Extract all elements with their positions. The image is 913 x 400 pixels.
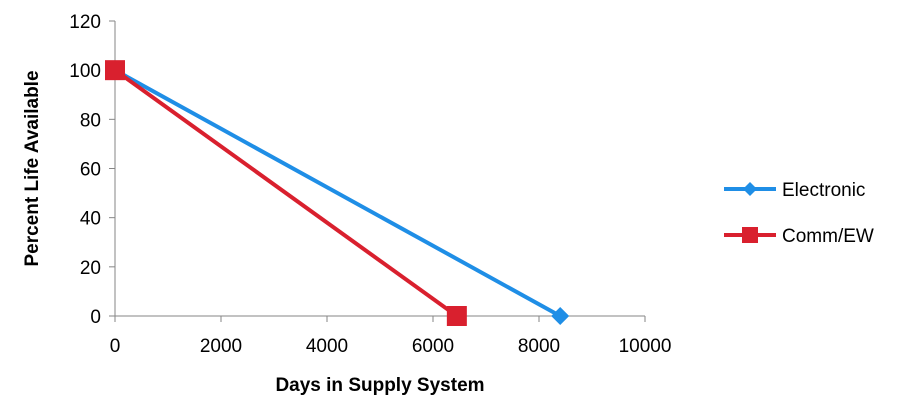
axes: [114, 21, 645, 317]
y-tick-label: 120: [69, 12, 101, 33]
legend-item: Comm/EW: [724, 226, 874, 247]
y-tick-label: 0: [90, 307, 101, 328]
data-point: [551, 307, 570, 325]
y-axis-title: Percent Life Available: [22, 70, 43, 266]
series-line: [113, 68, 459, 318]
y-tick-label: 60: [80, 160, 101, 181]
series-comm-ew: [105, 60, 467, 326]
x-tick-label: 10000: [619, 336, 672, 357]
x-tick-label: 4000: [306, 336, 348, 357]
y-tick-label: 40: [80, 209, 101, 230]
legend-marker: [742, 227, 758, 243]
x-tick-label: 6000: [412, 336, 454, 357]
ticks: 0 20 40 60 80 100 120 0 2000 4000 6000 8000 10000: [69, 12, 671, 357]
legend-label: Electronic: [782, 180, 865, 201]
series: [105, 60, 570, 326]
data-point: [105, 60, 125, 81]
x-axis-title: Days in Supply System: [275, 375, 484, 396]
x-tick-label: 0: [110, 336, 121, 357]
y-tick-label: 100: [69, 61, 101, 82]
legend-marker: [743, 182, 757, 196]
x-tick-label: 2000: [200, 336, 242, 357]
x-tick-label: 8000: [518, 336, 560, 357]
y-tick-label: 20: [80, 258, 101, 279]
series-line: [114, 68, 562, 318]
data-point: [446, 306, 467, 326]
series-electronic: [106, 61, 570, 325]
y-tick-label: 80: [80, 110, 101, 131]
legend: Electronic Comm/EW: [724, 180, 874, 247]
legend-label: Comm/EW: [782, 226, 874, 247]
legend-item: Electronic: [724, 180, 865, 201]
